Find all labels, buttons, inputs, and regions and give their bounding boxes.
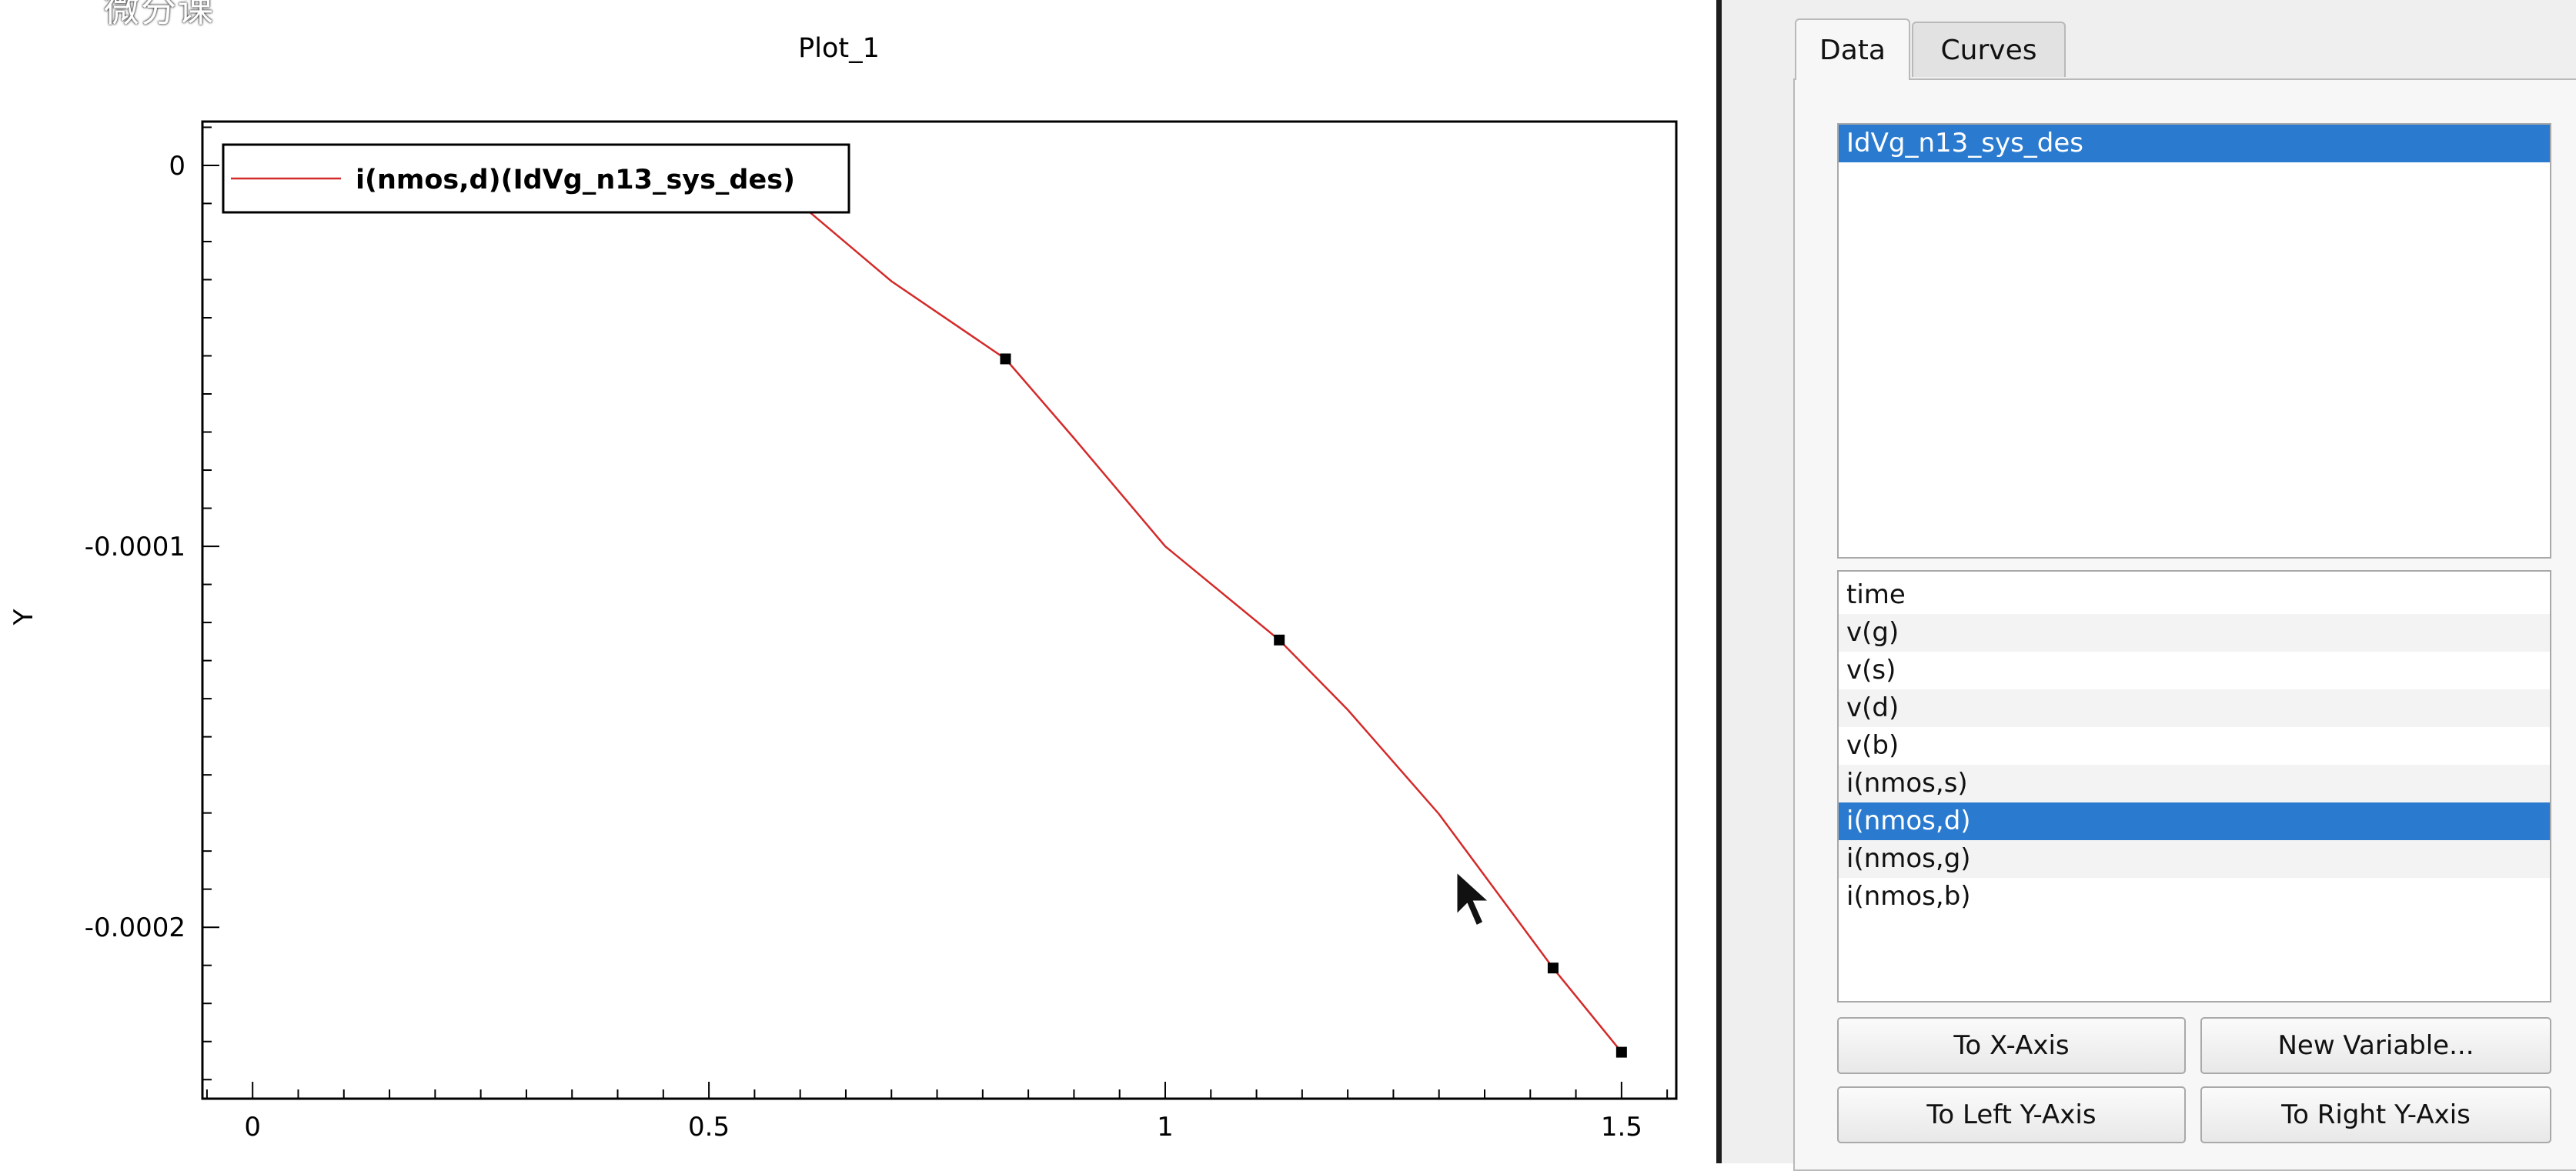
variable-item[interactable]: v(s) xyxy=(1846,655,1896,686)
variable-item[interactable]: time xyxy=(1846,579,1906,610)
plot-canvas[interactable]: Plot_1 Y 0 0.5 1 1.5 0 -0.0001 -0.0002 i(nmos,… xyxy=(0,0,1716,1163)
dataset-item[interactable]: IdVg_n13_sys_des xyxy=(1839,125,2550,162)
dataset-list[interactable]: IdVg_n13_sys_des xyxy=(1837,123,2551,559)
plot-title: Plot_1 xyxy=(798,33,880,64)
y-tick-label: -0.0002 xyxy=(85,912,185,943)
series-line xyxy=(808,211,1622,1053)
curve-markers xyxy=(1000,353,1627,1058)
legend[interactable]: i(nmos,d)(IdVg_n13_sys_des) xyxy=(222,143,850,214)
plot-panel[interactable]: 微分课 Plot_1 Y 0 0.5 1 1.5 0 -0.0001 -0.0002 i(n… xyxy=(0,0,1716,1163)
axis-ticks xyxy=(202,126,1669,1099)
variable-item[interactable]: i(nmos,b) xyxy=(1846,881,1971,912)
axis-tick-labels: 0 0.5 1 1.5 0 -0.0001 -0.0002 xyxy=(85,151,1642,1143)
data-point-marker xyxy=(1274,634,1285,646)
variable-item[interactable]: v(b) xyxy=(1846,730,1899,761)
x-tick-label: 0.5 xyxy=(688,1112,730,1143)
to-left-y-axis-button[interactable]: To Left Y-Axis xyxy=(1837,1086,2186,1143)
y-tick-label: -0.0001 xyxy=(85,532,185,562)
y-tick-label: 0 xyxy=(169,151,185,182)
plot-frame xyxy=(201,120,1678,1100)
variable-item[interactable]: v(g) xyxy=(1839,614,2550,652)
data-point-marker xyxy=(1615,1046,1627,1058)
data-panel: Data Curves IdVg_n13_sys_des time v(g) v… xyxy=(1722,0,2576,1171)
x-tick-label: 0 xyxy=(244,1112,261,1143)
data-point-marker xyxy=(1000,353,1011,365)
tab-data[interactable]: Data xyxy=(1795,18,1910,80)
variable-list[interactable]: time v(g) v(s) v(d) v(b) i(nmos,s) i(nmo… xyxy=(1837,570,2551,1003)
to-x-axis-button[interactable]: To X-Axis xyxy=(1837,1017,2186,1074)
legend-label: i(nmos,d)(IdVg_n13_sys_des) xyxy=(356,165,795,195)
panel-divider xyxy=(1716,0,1722,1163)
x-tick-label: 1.5 xyxy=(1601,1112,1642,1143)
overlay-caption: 微分课 xyxy=(104,0,215,30)
variable-item[interactable]: i(nmos,s) xyxy=(1839,765,2550,802)
variable-item[interactable]: v(d) xyxy=(1839,689,2550,727)
data-point-marker xyxy=(1547,962,1559,974)
tab-curves[interactable]: Curves xyxy=(1912,22,2066,77)
x-tick-label: 1 xyxy=(1157,1112,1174,1143)
mouse-cursor-icon xyxy=(1455,868,1493,929)
y-axis-label: Y xyxy=(8,609,39,626)
to-right-y-axis-button[interactable]: To Right Y-Axis xyxy=(2200,1086,2551,1143)
variable-item[interactable]: i(nmos,g) xyxy=(1839,840,2550,878)
variable-item-selected[interactable]: i(nmos,d) xyxy=(1839,802,2550,840)
new-variable-button[interactable]: New Variable... xyxy=(2200,1017,2551,1074)
curve-layer xyxy=(808,211,1622,1053)
